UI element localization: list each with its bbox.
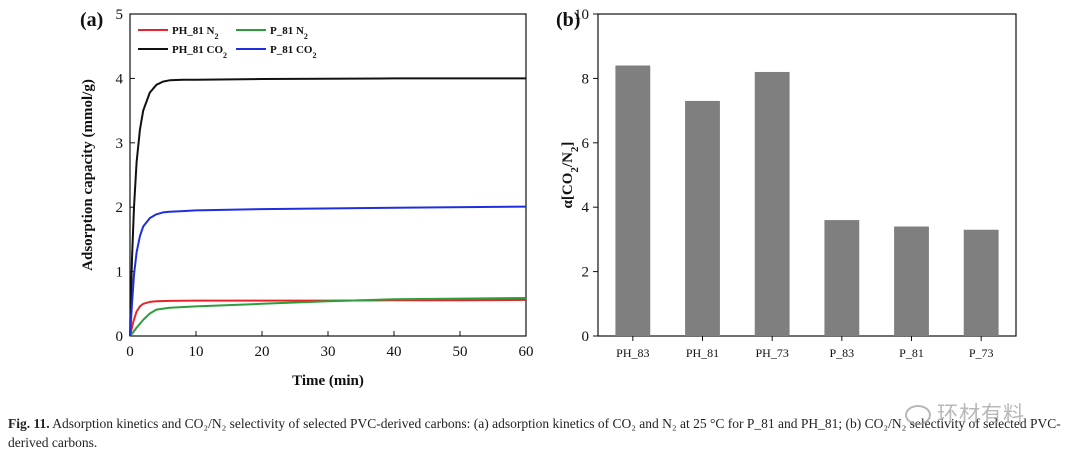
series-line-ph-81-n2	[129, 298, 527, 337]
legend-label: PH_81 N2	[172, 25, 218, 41]
panel-b-x-tick-label: PH_73	[755, 346, 788, 360]
bar-ph-81	[685, 100, 720, 336]
legend-label: PH_81 CO2	[172, 44, 227, 60]
panel-a-y-tick-label: 4	[116, 71, 124, 87]
panel-a-letter: (a)	[80, 9, 103, 31]
bar-p-73	[963, 229, 999, 336]
panel-b-y-tick-label: 6	[582, 136, 590, 152]
panel-b-x-ticks: PH_83 PH_81 PH_73 P_83 P_81 P_73	[616, 336, 994, 360]
panel-a-y-tick-label: 5	[116, 7, 124, 23]
wechat-icon	[905, 405, 931, 425]
panel-a-x-tick-label: 0	[126, 344, 134, 360]
panel-a-y-tick-label: 0	[116, 329, 124, 345]
panel-b-y-tick-label: 10	[574, 7, 589, 23]
panel-b-x-tick-label: P_81	[899, 346, 924, 360]
panel-b-frame	[597, 13, 1017, 337]
panel-a-x-tick-label: 40	[387, 344, 402, 360]
panel-b-letter: (b)	[556, 9, 580, 31]
panel-a-x-tick-label: 60	[519, 344, 534, 360]
panel-a-frame	[129, 13, 527, 337]
series-line-p-81-co2	[129, 205, 527, 337]
watermark: 环材有料	[905, 398, 1025, 428]
panel-a-x-tick-label: 10	[189, 344, 204, 360]
panel-a-y-tick-label: 2	[116, 200, 124, 216]
panel-b-y-tick-label: 4	[582, 200, 590, 216]
panel-a-y-tick-label: 3	[116, 136, 124, 152]
bar-p-81	[894, 226, 929, 336]
panel-a-line-chart: (a) 0 10 20 30 40 50 60 0 1 2 3 4 5 PH_81 N2 P_81 N2…	[80, 7, 534, 389]
series-line-ph-81-co2	[129, 77, 526, 337]
bar-ph-73	[754, 71, 790, 337]
panel-a-x-tick-label: 50	[453, 344, 468, 360]
series-line-p-81-n2	[129, 297, 527, 337]
panel-b-y-tick-label: 0	[582, 329, 590, 345]
panel-b-x-tick-label: PH_83	[616, 346, 649, 360]
bar-ph-83	[615, 65, 651, 337]
panel-a-x-label: Time (min)	[292, 373, 364, 389]
panel-b-bars	[615, 65, 999, 337]
panel-a-x-tick-label: 30	[321, 344, 336, 360]
bar-p-83	[824, 220, 860, 336]
panel-b-x-tick-label: P_73	[969, 346, 994, 360]
watermark-text: 环材有料	[937, 402, 1025, 426]
legend-label: P_81 CO2	[270, 44, 316, 60]
panel-a-y-tick-label: 1	[116, 265, 124, 281]
panel-b-y-label: α[CO2/N2]	[560, 142, 581, 209]
panel-b-y-ticks: 0 2 4 6 8 10	[574, 7, 598, 345]
panel-a-y-label: Adsorption capacity (mmol/g)	[80, 79, 96, 271]
figure-caption: Fig. 11. Adsorption kinetics and CO₂/N₂ …	[8, 414, 1074, 452]
panel-a-legend: PH_81 N2 P_81 N2 PH_81 CO2 P_81 CO2	[138, 25, 316, 60]
panel-b-y-tick-label: 2	[582, 265, 590, 281]
panel-b-x-tick-label: P_83	[829, 346, 854, 360]
panel-a-x-ticks: 0 10 20 30 40 50 60	[126, 331, 534, 360]
caption-label: Fig. 11.	[8, 416, 50, 431]
panel-a-series	[129, 77, 527, 337]
panel-b-x-tick-label: PH_81	[686, 346, 719, 360]
panel-a-x-tick-label: 20	[255, 344, 270, 360]
panel-b-y-tick-label: 8	[582, 71, 590, 87]
legend-label: P_81 N2	[270, 25, 308, 41]
panel-a-y-ticks: 0 1 2 3 4 5	[116, 7, 135, 345]
caption-text: Adsorption kinetics and CO₂/N₂ selectivi…	[8, 416, 1061, 450]
